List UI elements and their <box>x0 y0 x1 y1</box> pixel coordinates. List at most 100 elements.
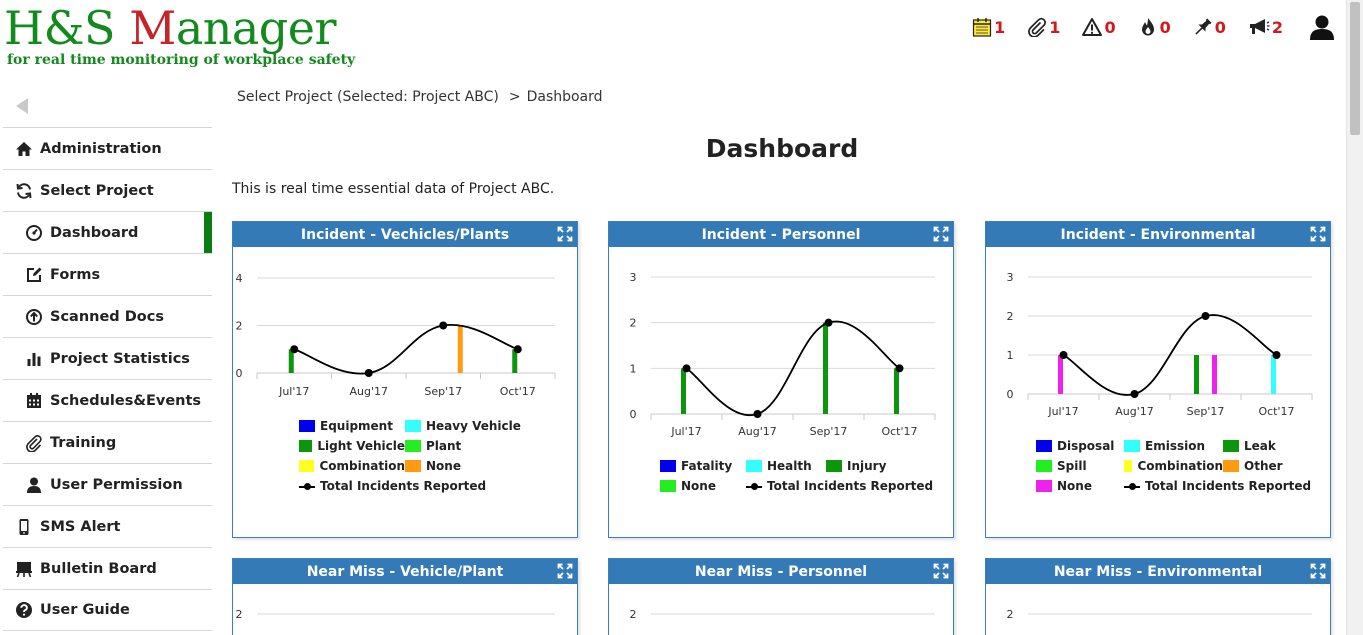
legend-item-combination[interactable]: Combination <box>1124 459 1223 473</box>
panel-header: Incident - Vechicles/Plants <box>233 222 577 247</box>
sidebar-item-label: Training <box>50 434 117 451</box>
legend-item-combination[interactable]: Combination <box>299 459 405 473</box>
legend-item-disposal[interactable]: Disposal <box>1036 439 1124 453</box>
legend-label: Spill <box>1057 459 1087 473</box>
legend-label: Fatality <box>681 459 733 473</box>
warning-count: 0 <box>1104 17 1116 37</box>
legend-label: None <box>681 479 716 493</box>
announcement-notification[interactable]: 2 <box>1248 17 1283 37</box>
scrollbar-thumb[interactable] <box>1350 2 1360 135</box>
pushpin-icon <box>1195 18 1212 35</box>
sidebar-item-label: User Permission <box>50 476 183 493</box>
pin-notification[interactable]: 0 <box>1193 17 1226 37</box>
app-logo[interactable]: H&S Manager for real time monitoring of … <box>4 2 355 68</box>
y-tick-label: 3 <box>1007 271 1014 284</box>
legend-label: Equipment <box>320 419 393 433</box>
expand-icon[interactable] <box>1310 562 1326 588</box>
legend-label: Other <box>1244 459 1283 473</box>
expand-icon[interactable] <box>933 562 949 588</box>
page-title: Dashboard <box>705 134 859 163</box>
legend-item-injury[interactable]: Injury <box>826 459 886 473</box>
y-tick-label: 3 <box>630 271 637 284</box>
legend-item-total-incidents-reported[interactable]: Total Incidents Reported <box>299 479 486 493</box>
legend-item-none[interactable]: None <box>405 459 461 473</box>
home-icon <box>13 140 35 158</box>
legend-item-none[interactable]: None <box>1036 479 1124 493</box>
panel-title: Near Miss - Vehicle/Plant <box>306 564 504 580</box>
legend-label: Heavy Vehicle <box>426 419 521 433</box>
legend-label: Disposal <box>1057 439 1115 453</box>
x-tick-label: Jul'17 <box>278 385 309 398</box>
y-tick-label: 1 <box>1007 349 1014 362</box>
legend-item-health[interactable]: Health <box>746 459 826 473</box>
sidebar-item-sms-alert[interactable]: SMS Alert <box>3 505 212 547</box>
user-menu[interactable] <box>1309 14 1335 40</box>
sidebar-item-dashboard[interactable]: Dashboard <box>3 211 212 254</box>
legend-item-leak[interactable]: Leak <box>1223 439 1276 453</box>
collapse-sidebar-icon[interactable] <box>16 98 28 114</box>
sidebar-item-schedules-events[interactable]: Schedules&Events <box>3 379 212 421</box>
sidebar-item-scanned-docs[interactable]: Scanned Docs <box>3 295 212 337</box>
legend-item-total-incidents-reported[interactable]: Total Incidents Reported <box>1124 479 1311 493</box>
sidebar-item-administration[interactable]: Administration <box>3 127 212 169</box>
sidebar-item-user-permission[interactable]: User Permission <box>3 463 212 505</box>
legend-row: Light Vehicle Plant <box>233 436 577 456</box>
attachment-notification[interactable]: 1 <box>1027 17 1060 37</box>
total-incidents-line <box>293 323 519 375</box>
total-incidents-point <box>1272 351 1281 359</box>
bar-none <box>457 325 463 373</box>
total-incidents-point <box>682 364 691 373</box>
legend-item-emission[interactable]: Emission <box>1124 439 1223 453</box>
legend-swatch <box>1223 460 1239 472</box>
attachment-count: 1 <box>1049 17 1061 37</box>
chart-near-miss-environmental: 2 <box>1007 608 1312 621</box>
fire-notification[interactable]: 0 <box>1138 17 1171 37</box>
legend-swatch <box>405 420 421 432</box>
legend-item-total-incidents-reported[interactable]: Total Incidents Reported <box>746 479 933 493</box>
sidebar-item-forms[interactable]: Forms <box>3 253 212 295</box>
y-tick-label: 2 <box>1007 310 1014 323</box>
legend-item-fatality[interactable]: Fatality <box>660 459 746 473</box>
total-incidents-point <box>895 364 904 373</box>
legend-item-spill[interactable]: Spill <box>1036 459 1124 473</box>
legend-swatch <box>1036 480 1052 492</box>
legend-item-plant[interactable]: Plant <box>405 439 461 453</box>
legend-item-equipment[interactable]: Equipment <box>299 419 405 433</box>
breadcrumb-select-project-link[interactable]: Select Project (Selected: Project ABC) <box>237 89 499 105</box>
sidebar-item-bulletin-board[interactable]: Bulletin Board <box>3 547 212 589</box>
x-tick-label: Aug'17 <box>350 385 389 398</box>
page-scrollbar[interactable] <box>1346 0 1363 635</box>
legend-label: Leak <box>1244 439 1276 453</box>
legend-row: Disposal Emission Leak <box>986 436 1330 456</box>
sidebar-item-select-project[interactable]: Select Project <box>3 169 212 211</box>
announcement-count: 2 <box>1271 17 1283 37</box>
warning-notification[interactable]: 0 <box>1082 17 1116 37</box>
x-tick-label: Sep'17 <box>1187 405 1225 418</box>
expand-icon[interactable] <box>1310 225 1326 251</box>
legend-item-other[interactable]: Other <box>1223 459 1283 473</box>
bar-injury <box>894 368 899 414</box>
sidebar-item-user-guide[interactable]: User Guide <box>3 589 212 631</box>
y-tick-label: 2 <box>236 320 243 333</box>
x-tick-label: Jul'17 <box>1047 405 1078 418</box>
chart-legend: Disposal Emission Leak Spill Combination Othe… <box>986 436 1330 496</box>
legend-label: Combination <box>1137 459 1223 473</box>
chart-near-miss-personnel: 2 <box>630 608 935 621</box>
legend-swatch <box>405 440 421 452</box>
chart-near-miss-vehicle-plant: 2 <box>236 608 555 621</box>
legend-item-none[interactable]: None <box>660 479 746 493</box>
panel-incident-personnel: Incident - Personnel 0 1 2 3 Jul'17 Aug'17 Sep… <box>608 221 954 538</box>
sidebar-item-label: Bulletin Board <box>40 560 157 577</box>
legend-row: None Total Incidents Reported <box>986 476 1330 496</box>
breadcrumb-separator: > <box>508 89 521 105</box>
legend-item-heavy-vehicle[interactable]: Heavy Vehicle <box>405 419 521 433</box>
sidebar-item-project-statistics[interactable]: Project Statistics <box>3 337 212 379</box>
calendar-notification[interactable]: 1 <box>972 17 1005 37</box>
expand-icon[interactable] <box>557 225 573 251</box>
expand-icon[interactable] <box>933 225 949 251</box>
legend-item-light-vehicle[interactable]: Light Vehicle <box>299 439 405 453</box>
sidebar-item-training[interactable]: Training <box>3 421 212 463</box>
sidebar: Administration Select Project Dashboard … <box>3 127 212 631</box>
expand-icon[interactable] <box>557 562 573 588</box>
calendar-icon <box>23 392 45 410</box>
